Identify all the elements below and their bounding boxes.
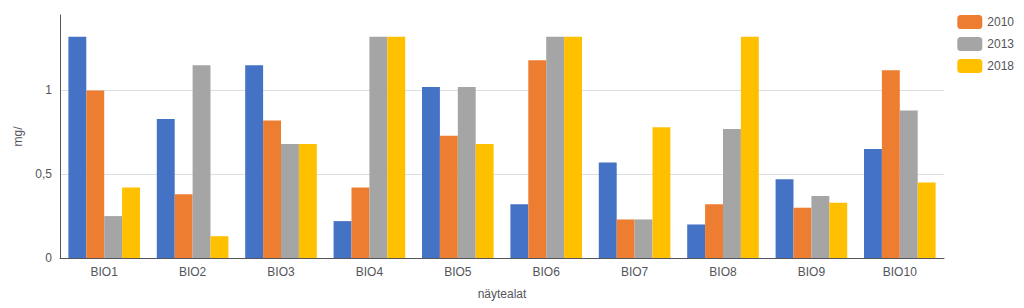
svg-text:BIO3: BIO3 xyxy=(267,265,295,279)
svg-text:0: 0 xyxy=(45,251,52,265)
svg-text:0,5: 0,5 xyxy=(35,167,52,181)
svg-text:näytealat: näytealat xyxy=(478,287,527,301)
svg-text:BIO2: BIO2 xyxy=(179,265,207,279)
svg-text:mg/: mg/ xyxy=(11,126,25,147)
svg-text:BIO1: BIO1 xyxy=(91,265,119,279)
svg-text:BIO4: BIO4 xyxy=(356,265,384,279)
svg-text:BIO7: BIO7 xyxy=(621,265,649,279)
svg-text:BIO9: BIO9 xyxy=(798,265,826,279)
svg-text:2010: 2010 xyxy=(987,15,1014,29)
svg-text:BIO5: BIO5 xyxy=(444,265,472,279)
svg-text:1: 1 xyxy=(45,83,52,97)
svg-text:2013: 2013 xyxy=(987,37,1014,51)
svg-text:BIO8: BIO8 xyxy=(709,265,737,279)
svg-text:BIO6: BIO6 xyxy=(533,265,561,279)
svg-text:BIO10: BIO10 xyxy=(883,265,917,279)
svg-text:2018: 2018 xyxy=(987,59,1014,73)
